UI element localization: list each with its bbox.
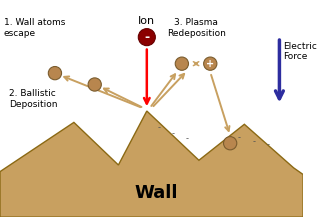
Text: -: - [186,134,189,143]
Polygon shape [0,111,303,217]
Text: -: - [237,133,240,142]
Text: 3. Plasma
Redeposition: 3. Plasma Redeposition [167,18,226,38]
Circle shape [48,66,61,80]
Text: -: - [252,137,255,146]
Circle shape [204,57,217,70]
Text: Electric
Force: Electric Force [283,42,317,61]
Circle shape [88,78,101,91]
Text: +: + [206,59,214,69]
Text: -: - [144,31,149,44]
Text: -: - [172,129,175,138]
Text: -: - [158,123,161,132]
Circle shape [175,57,188,70]
Text: 2. Ballistic
Deposition: 2. Ballistic Deposition [10,89,58,109]
Text: -: - [267,140,269,149]
Text: Ion: Ion [138,16,156,26]
Text: Wall: Wall [134,184,178,202]
Circle shape [138,29,155,46]
Circle shape [224,137,237,150]
Text: 1. Wall atoms
escape: 1. Wall atoms escape [4,18,65,38]
